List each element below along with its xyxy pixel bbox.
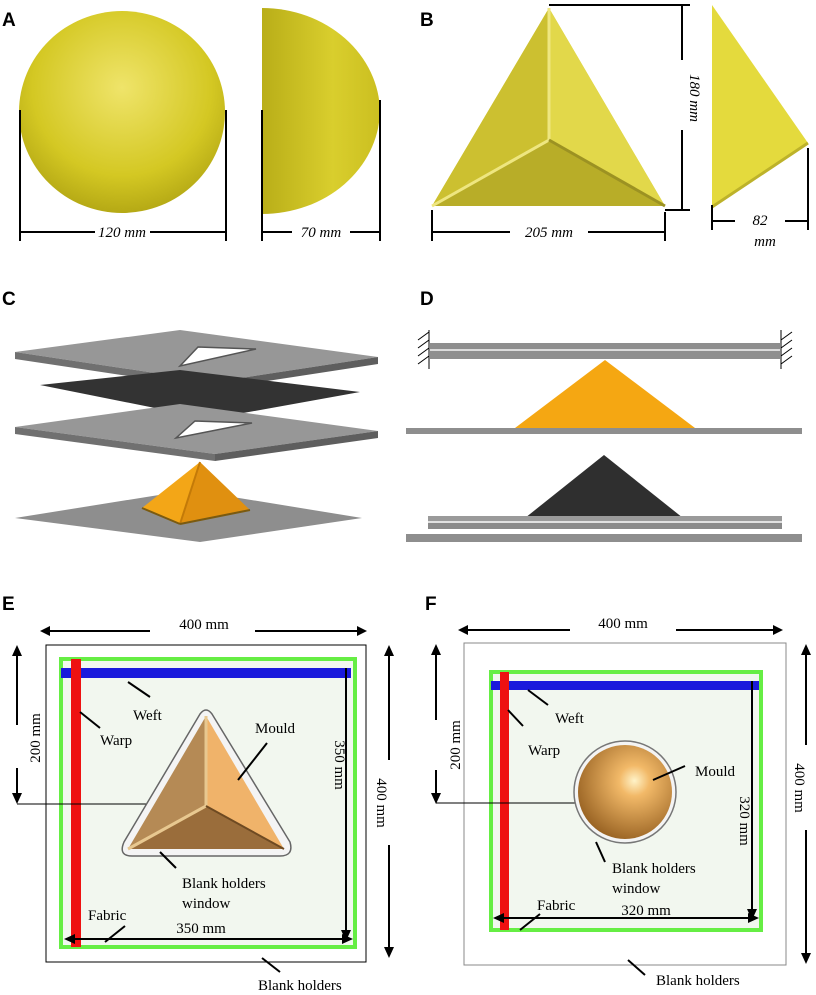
fixed-support-right bbox=[780, 331, 793, 365]
panel-a: A 120 mm 70 mm bbox=[2, 7, 381, 241]
warp-yarn bbox=[500, 672, 509, 930]
dim-f-inner-h: 320 mm bbox=[621, 903, 671, 919]
blank-holder-window bbox=[177, 346, 257, 368]
fixed-support-left bbox=[417, 331, 430, 365]
fabric-label: Fabric bbox=[88, 908, 127, 924]
panel-d-label: D bbox=[420, 289, 434, 310]
blank-holders-label: Blank holders bbox=[258, 978, 342, 994]
mould-label: Mould bbox=[695, 764, 736, 780]
warp-yarn bbox=[71, 659, 81, 947]
sphere-mould bbox=[578, 745, 672, 839]
pyramid-mould bbox=[515, 360, 695, 428]
panel-b-label: B bbox=[420, 10, 434, 31]
fabric-outline bbox=[59, 657, 357, 949]
dim-e-top: 400 mm bbox=[179, 617, 229, 633]
weft-label: Weft bbox=[133, 708, 163, 724]
window-label-2: window bbox=[182, 896, 231, 912]
panel-c-label: C bbox=[2, 289, 16, 310]
base-plate bbox=[406, 534, 802, 542]
weft-label: Weft bbox=[555, 711, 585, 727]
lower-plate bbox=[406, 428, 802, 434]
dim-a-width: 120 mm bbox=[98, 225, 146, 241]
window-label-2: window bbox=[612, 881, 661, 897]
fabric-label: Fabric bbox=[537, 898, 576, 914]
dim-b-width: 205 mm bbox=[525, 225, 573, 241]
sphere-mould-side bbox=[262, 7, 380, 215]
panel-a-label: A bbox=[2, 10, 16, 31]
panel-d: D bbox=[406, 289, 802, 542]
dim-f-left: 200 mm bbox=[448, 720, 464, 770]
dim-f-top: 400 mm bbox=[598, 616, 648, 632]
mould-label: Mould bbox=[255, 721, 296, 737]
blank-holders-label: Blank holders bbox=[656, 973, 740, 989]
formed-fabric bbox=[525, 455, 683, 518]
dim-e-inner-h: 350 mm bbox=[176, 921, 226, 937]
warp-label: Warp bbox=[100, 733, 132, 749]
dim-f-inner-v: 320 mm bbox=[736, 796, 752, 846]
dim-e-left: 200 mm bbox=[28, 713, 44, 763]
dim-b-height: 180 mm bbox=[686, 74, 702, 122]
weft-yarn bbox=[61, 668, 351, 678]
pyramid-mould-side bbox=[712, 5, 808, 207]
dim-a-depth: 70 mm bbox=[301, 225, 342, 241]
panel-e: E 400 mm 200 mm Weft Warp Mould bbox=[2, 594, 394, 994]
warp-label: Warp bbox=[528, 743, 560, 759]
dim-b-depth: 82 bbox=[753, 213, 769, 229]
panel-b: B 180 mm 205 mm 82 mm bbox=[420, 4, 809, 250]
sphere-mould-front bbox=[19, 11, 225, 213]
dim-f-right: 400 mm bbox=[791, 763, 807, 813]
dim-e-right: 400 mm bbox=[373, 778, 389, 828]
pyramid-mould bbox=[142, 462, 200, 524]
upper-blank-holder bbox=[430, 343, 780, 349]
window-label: Blank holders bbox=[612, 861, 696, 877]
dim-e-inner-v: 350 mm bbox=[331, 740, 347, 790]
weft-yarn bbox=[491, 681, 759, 690]
panel-f-label: F bbox=[425, 594, 437, 615]
dim-b-depth-unit: mm bbox=[754, 234, 776, 250]
window-label: Blank holders bbox=[182, 876, 266, 892]
panel-e-label: E bbox=[2, 594, 15, 615]
panel-f: F 400 mm 200 mm Weft Warp Mould Blank ho… bbox=[425, 594, 811, 989]
fabric-sheet bbox=[40, 370, 360, 419]
panel-c: C bbox=[2, 289, 378, 542]
